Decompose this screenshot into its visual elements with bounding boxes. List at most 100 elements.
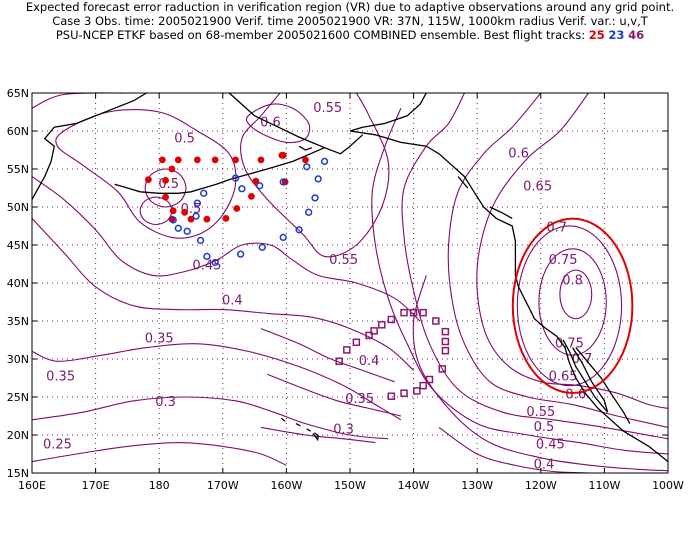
track-25-point	[257, 156, 265, 164]
contour-label: 0.6	[508, 147, 529, 162]
contour-label: 0.65	[523, 179, 552, 194]
track-46-point	[441, 346, 450, 355]
track-46-point	[432, 317, 440, 325]
contour-label: 0.3	[155, 395, 176, 410]
track-46-point	[409, 308, 418, 317]
contour-label: 0.35	[345, 392, 374, 407]
track-23-point	[238, 185, 246, 193]
coastlines	[31, 92, 669, 463]
contour-line	[438, 426, 592, 474]
track-25-point	[281, 178, 289, 186]
contour-line	[412, 275, 669, 472]
track-23-point	[311, 194, 319, 202]
track-25-point	[302, 156, 309, 164]
contour-line	[144, 168, 187, 208]
track-23-point	[174, 224, 182, 232]
verification-region	[511, 217, 634, 394]
contour-label: 0.3	[333, 422, 354, 437]
track-23-point	[305, 208, 313, 216]
lon-tick-label: 160W	[270, 479, 302, 492]
coastline	[31, 92, 147, 200]
track-23-point	[183, 227, 191, 235]
contour-line	[31, 343, 402, 421]
track-25-point	[232, 156, 239, 164]
track-46-point	[413, 387, 421, 395]
contour-line	[245, 103, 311, 144]
lon-tick-label: 130W	[461, 479, 493, 492]
track-25-point	[203, 215, 211, 223]
contour-line	[31, 218, 414, 371]
lon-tick-label: 100W	[652, 479, 684, 492]
header-title: Expected forecast error raduction in ver…	[25, 0, 675, 14]
track-25-point	[174, 156, 182, 164]
track-25-point	[222, 215, 230, 222]
contour-line	[55, 109, 237, 239]
track-25-point	[162, 193, 169, 201]
coastline	[298, 145, 313, 151]
track-46-point	[419, 308, 427, 317]
coastline	[562, 339, 609, 413]
track-25-point	[144, 176, 152, 184]
lon-tick-label: 170E	[82, 479, 110, 492]
contour-line	[260, 328, 395, 383]
track-46-point	[335, 357, 343, 366]
contour-label: 0.55	[313, 101, 342, 116]
contour-label: 0.65	[549, 369, 578, 384]
track-46-point	[387, 315, 396, 324]
contour-line	[139, 196, 173, 226]
track-25-point	[158, 156, 166, 164]
contour-label: 0.8	[562, 274, 583, 289]
lat-tick-label: 20N	[7, 429, 29, 442]
track-23-point	[314, 175, 322, 183]
contour-label: 0.5	[174, 131, 195, 146]
lon-tick-label: 170W	[207, 479, 239, 492]
track-46-point	[419, 381, 427, 390]
contour-labels: 0.50.50.50.60.550.60.650.70.750.80.750.7…	[43, 101, 593, 472]
contour-line	[31, 396, 389, 440]
track-23-point	[279, 233, 287, 242]
track-25-point	[168, 165, 176, 173]
contour-label: 0.75	[549, 253, 578, 268]
track-46-point	[387, 392, 396, 400]
track-25-point	[162, 177, 169, 184]
contour-label: 0.55	[329, 253, 358, 268]
track-46-point	[438, 365, 446, 373]
contour-line	[31, 442, 287, 466]
flight-track-25-label: 25	[588, 28, 605, 42]
lat-tick-label: 65N	[7, 87, 29, 100]
contour-line	[401, 92, 669, 440]
track-46-point	[441, 337, 450, 346]
contour-line	[476, 92, 669, 409]
lon-tick-label: 150W	[334, 479, 366, 492]
lon-tick-label: 120W	[525, 479, 557, 492]
track-23-point	[211, 258, 219, 267]
contour-label: 0.4	[534, 457, 555, 472]
track-25-point	[248, 192, 255, 200]
track-46-point	[352, 338, 361, 347]
coastline	[306, 428, 311, 432]
contour-label: 0.45	[192, 258, 221, 273]
coastline	[312, 432, 319, 442]
lon-tick-label: 140W	[398, 479, 430, 492]
header-case-info: Case 3 Obs. time: 2005021900 Verif. time…	[52, 14, 648, 28]
header-ensemble-text: PSU-NCEP ETKF based on 68-member 2005021…	[55, 28, 586, 42]
lat-tick-label: 45N	[7, 239, 29, 252]
verification-region-circle	[511, 217, 634, 394]
track-46-point	[441, 327, 450, 336]
contour-label: 0.4	[359, 354, 380, 369]
track-23-point	[203, 252, 211, 261]
track-25-point	[193, 156, 201, 164]
contour-label: 0.35	[145, 331, 174, 346]
track-23-point	[196, 236, 205, 245]
lat-tick-label: 30N	[7, 353, 29, 366]
coastline	[349, 92, 669, 463]
flight-tracks	[144, 151, 450, 400]
coastline	[575, 347, 631, 424]
coastline	[280, 417, 286, 422]
lat-tick-label: 50N	[7, 201, 29, 214]
track-23-point	[231, 174, 240, 182]
track-23-point	[236, 250, 245, 258]
flight-track-23-label: 23	[608, 28, 625, 42]
contour-label: 0.35	[46, 369, 75, 384]
